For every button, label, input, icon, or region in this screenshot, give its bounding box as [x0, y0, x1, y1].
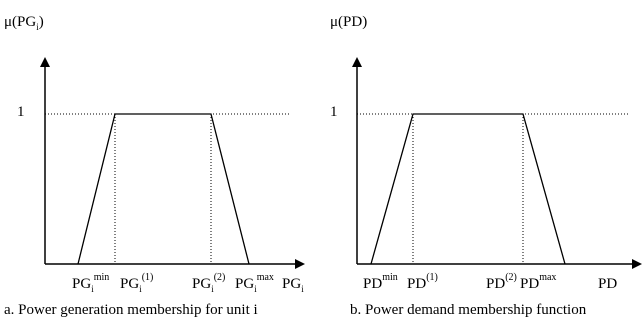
right-y-title: μ(PD) [330, 14, 367, 30]
right-tick-pd-2: PD(2) [486, 272, 517, 292]
right-x-axis-label: PD [598, 276, 617, 292]
left-tick-pg-min: PGimin [72, 272, 109, 294]
left-tick-pg-2: PGi(2) [192, 272, 225, 294]
left-tick-pg-1: PGi(1) [120, 272, 153, 294]
left-diagram: μ(PGi) 1 PGimin PGi(1) PGi(2) PGimax PGi… [4, 14, 305, 318]
right-tick-pd-max: PDmax [520, 272, 556, 292]
left-one-label: 1 [17, 104, 25, 120]
left-x-axis-label: PGi [282, 276, 304, 294]
right-tick-pd-min: PDmin [363, 272, 398, 292]
right-one-label: 1 [330, 104, 338, 120]
left-membership-curve [77, 113, 250, 265]
right-caption: b. Power demand membership function [350, 302, 587, 318]
left-tick-pg-max: PGimax [235, 272, 274, 294]
right-tick-pd-1: PD(1) [407, 272, 438, 292]
right-membership-curve [370, 113, 566, 265]
left-y-title: μ(PGi) [4, 14, 44, 32]
left-caption: a. Power generation membership for unit … [4, 302, 258, 318]
right-diagram: μ(PD) 1 PDmin PD(1) PD(2) PDmax PD b. Po… [330, 14, 642, 318]
